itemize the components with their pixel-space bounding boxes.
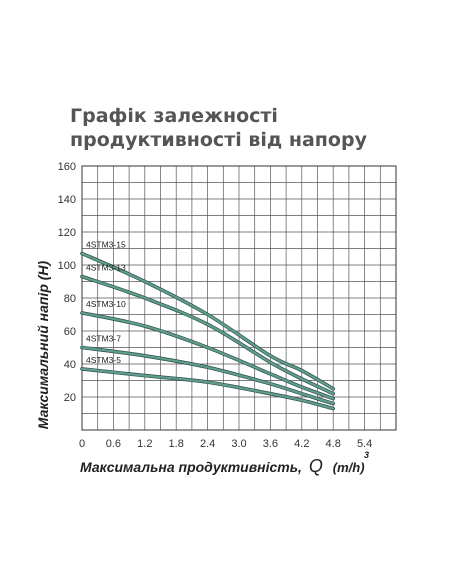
x-axis-title-main: Максимальна продуктивність, bbox=[80, 459, 302, 475]
plot-border bbox=[81, 165, 397, 431]
series-label: 4STM3-10 bbox=[86, 299, 126, 309]
series-label: 4STM3-13 bbox=[86, 263, 126, 273]
y-tick-label: 40 bbox=[64, 359, 76, 371]
x-tick-label: 1.8 bbox=[169, 438, 184, 450]
series-line bbox=[80, 311, 335, 400]
x-axis-title: Максимальна продуктивність, Q (m/h) bbox=[80, 456, 365, 476]
x-axis-title-symbol: Q bbox=[309, 456, 323, 476]
x-axis-unit-exponent: 3 bbox=[364, 450, 369, 460]
y-tick-label: 60 bbox=[64, 326, 76, 338]
x-axis-ticks: 0 0.6 1.2 1.8 2.4 3.0 3.6 4.2 4.8 5.4 bbox=[79, 438, 372, 450]
y-tick-label: 120 bbox=[58, 227, 76, 239]
series-line bbox=[80, 252, 335, 390]
y-tick-label: 20 bbox=[64, 392, 76, 404]
x-tick-label: 5.4 bbox=[357, 438, 372, 450]
y-tick-label: 140 bbox=[58, 194, 76, 206]
x-tick-label: 0 bbox=[79, 438, 85, 450]
y-tick-label: 80 bbox=[64, 293, 76, 305]
grid bbox=[82, 166, 396, 430]
chart-title: Графік залежності продуктивності від нап… bbox=[70, 105, 367, 151]
x-tick-label: 2.4 bbox=[200, 438, 215, 450]
x-tick-label: 4.8 bbox=[326, 438, 341, 450]
series-labels: 4STM3-15 4STM3-13 4STM3-10 4STM3-7 4STM3-5 bbox=[86, 239, 126, 365]
series-line bbox=[80, 346, 335, 405]
y-axis-title: Максимальний напір (H) bbox=[35, 260, 51, 429]
x-tick-label: 1.2 bbox=[137, 438, 152, 450]
series-label: 4STM3-15 bbox=[86, 239, 126, 249]
y-tick-label: 160 bbox=[58, 161, 76, 173]
y-tick-label: 100 bbox=[58, 260, 76, 272]
series-label: 4STM3-5 bbox=[86, 355, 121, 365]
x-tick-label: 3.0 bbox=[231, 438, 246, 450]
x-axis-title-unit: (m/h) bbox=[333, 460, 365, 475]
x-tick-label: 3.6 bbox=[263, 438, 278, 450]
series-label: 4STM3-7 bbox=[86, 334, 121, 344]
series-line bbox=[80, 275, 335, 395]
series-line bbox=[80, 367, 335, 410]
x-tick-label: 0.6 bbox=[106, 438, 121, 450]
x-tick-label: 4.2 bbox=[294, 438, 309, 450]
y-axis-ticks: 20 40 60 80 100 120 140 160 bbox=[58, 161, 76, 404]
series-lines bbox=[80, 251, 335, 411]
